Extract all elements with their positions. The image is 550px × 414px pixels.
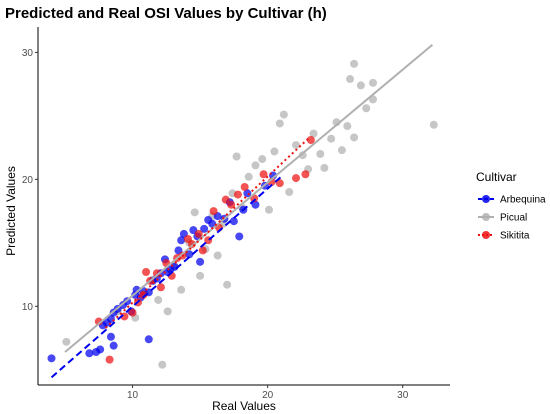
x-tick-label: 30 xyxy=(397,390,409,401)
data-point-sikitita xyxy=(156,283,165,292)
series-arbequina-points xyxy=(47,171,278,363)
data-point-picual xyxy=(251,161,260,170)
legend-item-arbequina: Arbequina xyxy=(478,195,546,206)
fit-line-picual xyxy=(64,44,434,353)
data-point-sikitita xyxy=(209,207,218,216)
data-point-picual xyxy=(275,119,284,128)
data-point-sikitita xyxy=(301,170,310,179)
data-point-arbequina xyxy=(85,349,94,358)
data-point-picual xyxy=(62,337,71,346)
legend-item-picual: Picual xyxy=(478,213,527,224)
data-point-picual xyxy=(346,75,355,84)
data-point-picual xyxy=(320,163,329,172)
data-point-picual xyxy=(232,152,241,161)
data-point-picual xyxy=(270,147,279,156)
legend: Cultivar Arbequina Picual Sikitita xyxy=(476,170,546,242)
data-point-sikitita xyxy=(221,195,230,204)
legend-title: Cultivar xyxy=(476,170,517,184)
data-point-picual xyxy=(177,285,186,294)
data-point-sikitita xyxy=(227,200,236,209)
data-point-picual xyxy=(298,151,307,160)
data-point-picual xyxy=(362,104,371,113)
data-point-picual xyxy=(356,81,365,90)
legend-label-picual: Picual xyxy=(500,213,527,224)
data-point-picual xyxy=(327,134,336,143)
x-tick-label: 10 xyxy=(127,390,139,401)
legend-item-sikitita: Sikitita xyxy=(478,231,530,242)
data-point-sikitita xyxy=(292,174,301,183)
data-point-sikitita xyxy=(105,355,114,364)
data-point-sikitita xyxy=(259,170,268,179)
x-tick-label: 20 xyxy=(262,390,274,401)
data-point-sikitita xyxy=(94,317,103,326)
data-point-sikitita xyxy=(194,229,203,238)
data-point-picual xyxy=(285,188,294,197)
data-point-picual xyxy=(429,120,438,129)
data-point-picual xyxy=(337,146,346,155)
series-sikitita-points xyxy=(94,135,315,364)
data-point-picual xyxy=(258,155,267,164)
data-point-arbequina xyxy=(96,345,105,354)
data-point-picual xyxy=(190,208,199,217)
data-point-arbequina xyxy=(251,200,260,209)
data-point-picual xyxy=(350,59,359,68)
y-tick-label: 20 xyxy=(22,175,34,186)
data-point-sikitita xyxy=(152,269,161,278)
data-point-sikitita xyxy=(306,135,315,144)
data-point-arbequina xyxy=(144,335,153,344)
y-axis-ticks: 10 20 30 xyxy=(22,48,38,313)
x-axis-title: Real Values xyxy=(212,399,276,413)
data-point-picual xyxy=(196,271,205,280)
data-point-picual xyxy=(223,280,232,289)
data-point-arbequina xyxy=(235,232,244,241)
data-point-sikitita xyxy=(275,179,284,188)
data-point-arbequina xyxy=(106,332,115,341)
legend-marker-arbequina xyxy=(482,195,490,203)
data-point-sikitita xyxy=(139,290,148,299)
data-point-picual xyxy=(292,141,301,150)
data-point-sikitita xyxy=(198,246,207,255)
fit-line-arbequina xyxy=(50,176,282,379)
data-point-arbequina xyxy=(200,224,209,233)
data-point-picual xyxy=(369,78,378,87)
data-point-picual xyxy=(244,172,253,181)
data-point-picual xyxy=(309,129,318,138)
data-point-arbequina xyxy=(132,285,141,294)
data-point-picual xyxy=(163,307,172,316)
legend-label-arbequina: Arbequina xyxy=(500,195,546,206)
data-point-arbequina xyxy=(243,189,252,198)
data-point-picual xyxy=(264,205,273,214)
y-tick-label: 10 xyxy=(22,302,34,313)
series-picual-points xyxy=(62,59,438,369)
data-point-sikitita xyxy=(240,182,249,191)
legend-marker-picual xyxy=(482,213,490,221)
y-axis-title: Predicted Values xyxy=(4,166,18,256)
data-point-arbequina xyxy=(109,341,118,350)
data-point-picual xyxy=(316,149,325,158)
data-point-arbequina xyxy=(208,219,217,228)
x-axis-ticks: 10 20 30 xyxy=(127,385,409,401)
data-point-picual xyxy=(158,360,167,369)
data-point-sikitita xyxy=(128,308,137,317)
chart-title: Predicted and Real OSI Values by Cultiva… xyxy=(5,5,327,22)
data-point-picual xyxy=(154,295,163,304)
data-point-picual xyxy=(343,122,352,131)
data-point-sikitita xyxy=(142,268,151,277)
data-point-picual xyxy=(350,133,359,142)
data-point-arbequina xyxy=(229,217,238,226)
y-tick-label: 30 xyxy=(22,48,34,59)
data-point-arbequina xyxy=(196,257,205,266)
data-point-picual xyxy=(213,251,222,260)
data-point-arbequina xyxy=(177,236,186,245)
fit-line-sikitita xyxy=(104,136,311,329)
data-point-sikitita xyxy=(233,190,242,199)
legend-marker-sikitita xyxy=(482,231,490,239)
data-point-picual xyxy=(279,110,288,119)
plot-area xyxy=(47,44,438,379)
legend-label-sikitita: Sikitita xyxy=(500,231,530,242)
data-point-arbequina xyxy=(47,354,56,363)
